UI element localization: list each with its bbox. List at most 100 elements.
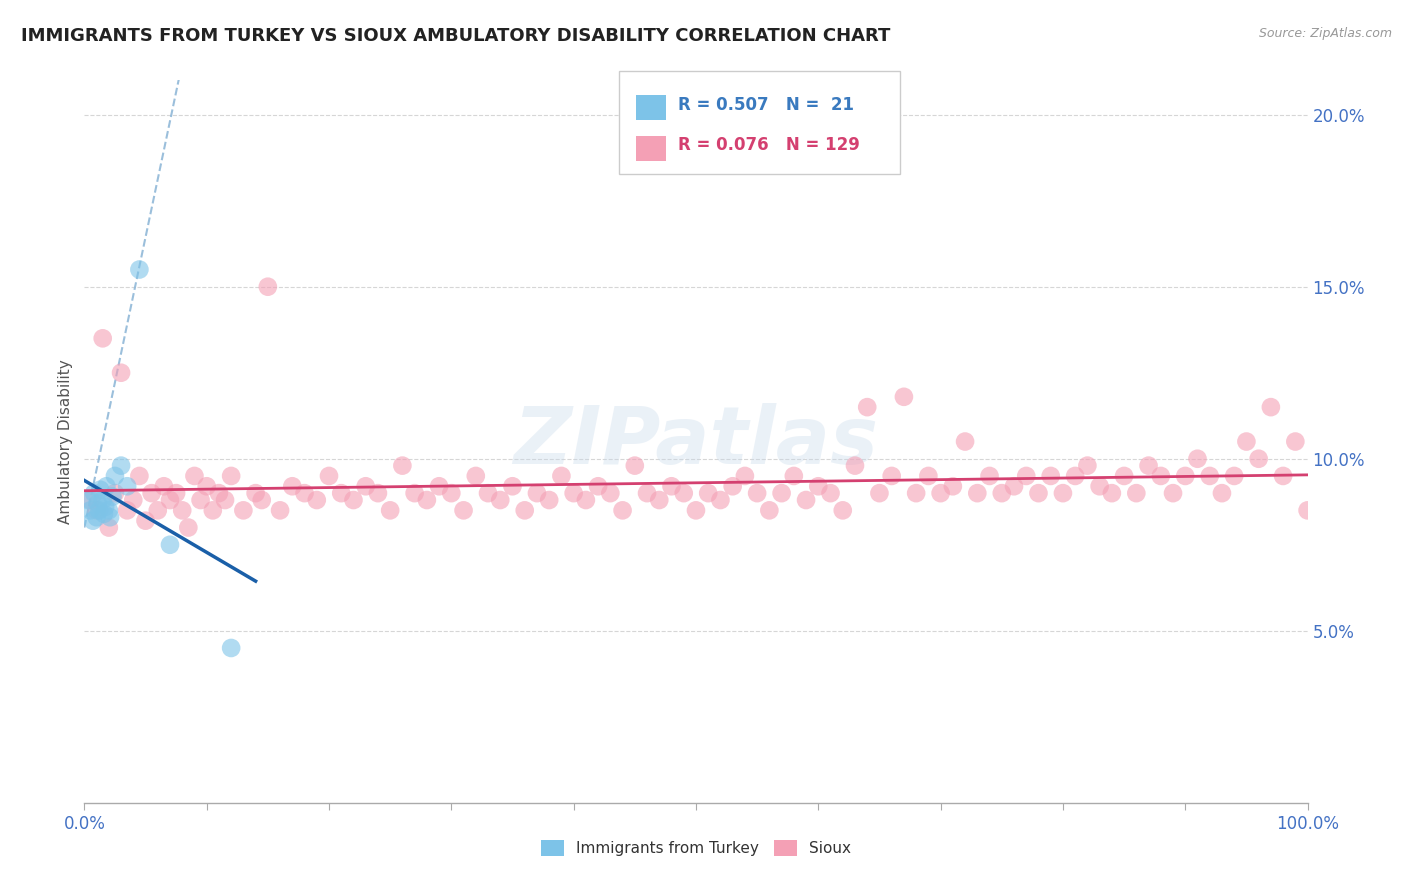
- Point: [1247, 451, 1270, 466]
- Point: [214, 493, 236, 508]
- Point: [427, 479, 450, 493]
- Point: [208, 486, 231, 500]
- Text: R = 0.507   N =  21: R = 0.507 N = 21: [678, 96, 853, 114]
- Point: [91, 493, 114, 508]
- Point: [440, 486, 463, 500]
- Point: [1284, 434, 1306, 449]
- Point: [489, 493, 512, 508]
- Point: [128, 262, 150, 277]
- Point: [219, 640, 242, 655]
- Point: [502, 479, 524, 493]
- Point: [464, 469, 486, 483]
- Point: [115, 479, 138, 493]
- Point: [391, 458, 413, 473]
- Point: [153, 479, 176, 493]
- Point: [562, 486, 585, 500]
- Point: [195, 479, 218, 493]
- Point: [79, 503, 101, 517]
- Point: [86, 510, 108, 524]
- Point: [477, 486, 499, 500]
- Point: [330, 486, 353, 500]
- Point: [1125, 486, 1147, 500]
- Point: [820, 486, 842, 500]
- Point: [1076, 458, 1098, 473]
- Point: [1198, 469, 1220, 483]
- Point: [794, 493, 817, 508]
- Point: [1296, 503, 1319, 517]
- Text: IMMIGRANTS FROM TURKEY VS SIOUX AMBULATORY DISABILITY CORRELATION CHART: IMMIGRANTS FROM TURKEY VS SIOUX AMBULATO…: [21, 27, 890, 45]
- Point: [1137, 458, 1160, 473]
- Point: [747, 486, 769, 500]
- Point: [624, 458, 647, 473]
- Point: [1101, 486, 1123, 500]
- Point: [783, 469, 806, 483]
- Point: [734, 469, 756, 483]
- Point: [1114, 469, 1136, 483]
- Point: [305, 493, 328, 508]
- Text: R = 0.076   N = 129: R = 0.076 N = 129: [678, 136, 859, 154]
- Point: [115, 503, 138, 517]
- Legend: Immigrants from Turkey, Sioux: Immigrants from Turkey, Sioux: [533, 832, 859, 863]
- Point: [219, 469, 242, 483]
- Point: [538, 493, 561, 508]
- Point: [599, 486, 621, 500]
- Point: [1211, 486, 1233, 500]
- Point: [880, 469, 903, 483]
- Point: [104, 486, 127, 500]
- Point: [526, 486, 548, 500]
- Point: [575, 493, 598, 508]
- Point: [1052, 486, 1074, 500]
- Point: [91, 331, 114, 345]
- Point: [79, 493, 101, 508]
- Point: [404, 486, 426, 500]
- Point: [807, 479, 830, 493]
- Point: [953, 434, 976, 449]
- Point: [661, 479, 683, 493]
- Point: [97, 503, 120, 517]
- Point: [96, 479, 118, 493]
- Point: [159, 493, 181, 508]
- Point: [929, 486, 952, 500]
- Point: [905, 486, 928, 500]
- Point: [709, 493, 731, 508]
- Point: [636, 486, 658, 500]
- Point: [586, 479, 609, 493]
- Point: [269, 503, 291, 517]
- Point: [110, 458, 132, 473]
- Point: [1028, 486, 1050, 500]
- Point: [979, 469, 1001, 483]
- Point: [758, 503, 780, 517]
- Point: [250, 493, 273, 508]
- Point: [104, 469, 127, 483]
- Point: [1260, 400, 1282, 414]
- Point: [122, 493, 145, 508]
- Y-axis label: Ambulatory Disability: Ambulatory Disability: [58, 359, 73, 524]
- Point: [318, 469, 340, 483]
- Point: [101, 490, 124, 504]
- Point: [77, 493, 100, 508]
- Point: [966, 486, 988, 500]
- Point: [183, 469, 205, 483]
- Point: [87, 496, 110, 510]
- Point: [342, 493, 364, 508]
- Point: [354, 479, 377, 493]
- Point: [648, 493, 671, 508]
- Point: [550, 469, 572, 483]
- Point: [380, 503, 402, 517]
- Point: [697, 486, 720, 500]
- Point: [294, 486, 316, 500]
- Point: [770, 486, 793, 500]
- Point: [917, 469, 939, 483]
- Text: Source: ZipAtlas.com: Source: ZipAtlas.com: [1258, 27, 1392, 40]
- Point: [831, 503, 853, 517]
- Point: [146, 503, 169, 517]
- Point: [513, 503, 536, 517]
- Point: [232, 503, 254, 517]
- Point: [1236, 434, 1258, 449]
- Point: [1223, 469, 1246, 483]
- Point: [201, 503, 224, 517]
- Point: [1064, 469, 1087, 483]
- Point: [1187, 451, 1209, 466]
- Point: [94, 500, 117, 514]
- Point: [245, 486, 267, 500]
